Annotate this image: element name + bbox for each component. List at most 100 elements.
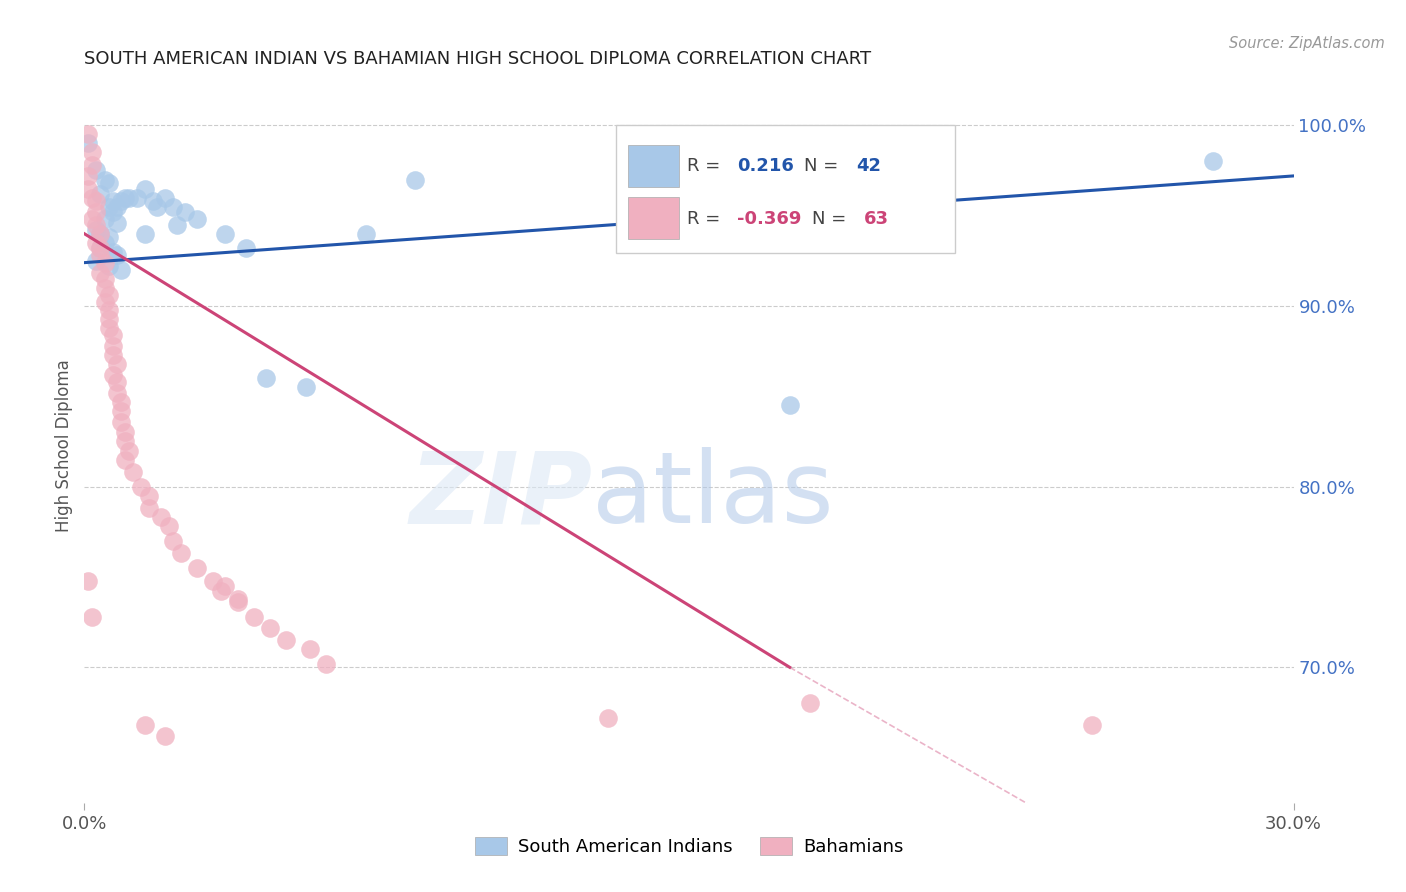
Point xyxy=(299,642,322,657)
Point xyxy=(101,348,124,362)
Point xyxy=(86,253,108,268)
Point xyxy=(254,371,277,385)
Point xyxy=(97,288,120,302)
FancyBboxPatch shape xyxy=(616,125,955,253)
Point xyxy=(105,375,128,389)
Text: atlas: atlas xyxy=(592,448,834,544)
Point xyxy=(209,584,232,599)
Point xyxy=(129,480,152,494)
Point xyxy=(138,501,160,516)
Point xyxy=(153,729,176,743)
Y-axis label: High School Diploma: High School Diploma xyxy=(55,359,73,533)
Point xyxy=(356,227,378,241)
Point xyxy=(77,574,100,588)
Point xyxy=(226,595,249,609)
Point xyxy=(89,227,111,241)
Point xyxy=(142,194,165,209)
Point xyxy=(118,443,141,458)
Point xyxy=(166,218,188,232)
Point xyxy=(82,609,104,624)
Point xyxy=(86,194,108,209)
Text: N =: N = xyxy=(813,211,852,228)
Point xyxy=(110,263,132,277)
FancyBboxPatch shape xyxy=(628,145,679,187)
Point xyxy=(77,169,100,183)
Point xyxy=(105,216,128,230)
Point xyxy=(105,248,128,262)
Point xyxy=(799,697,821,711)
Point xyxy=(97,176,120,190)
Point xyxy=(242,609,264,624)
Point xyxy=(134,718,156,732)
Point xyxy=(89,241,111,255)
Point xyxy=(105,385,128,400)
Text: R =: R = xyxy=(686,157,731,175)
Point xyxy=(214,227,236,241)
Point xyxy=(779,398,801,412)
Text: Source: ZipAtlas.com: Source: ZipAtlas.com xyxy=(1229,36,1385,51)
Point xyxy=(259,621,281,635)
Point xyxy=(1202,154,1225,169)
Point xyxy=(86,235,108,250)
Point xyxy=(186,561,208,575)
Point xyxy=(110,404,132,418)
Point xyxy=(138,489,160,503)
Text: N =: N = xyxy=(804,157,844,175)
Point xyxy=(86,223,108,237)
Point xyxy=(89,241,111,255)
Point xyxy=(97,230,120,244)
Point xyxy=(110,194,132,209)
Point xyxy=(174,205,197,219)
Point xyxy=(82,212,104,227)
Point xyxy=(93,212,115,227)
Text: 63: 63 xyxy=(865,211,889,228)
Point xyxy=(153,191,176,205)
Point xyxy=(82,158,104,172)
Point xyxy=(149,510,172,524)
Point xyxy=(125,191,148,205)
Point xyxy=(202,574,225,588)
Point xyxy=(86,218,108,232)
Point xyxy=(146,200,169,214)
Point xyxy=(97,200,120,214)
Point xyxy=(274,633,297,648)
Text: 0.216: 0.216 xyxy=(737,157,794,175)
Point xyxy=(93,281,115,295)
Point xyxy=(101,339,124,353)
Point xyxy=(114,452,136,467)
Text: -0.369: -0.369 xyxy=(737,211,801,228)
Point xyxy=(93,255,115,269)
Point xyxy=(162,200,184,214)
Point xyxy=(89,227,111,241)
Point xyxy=(118,191,141,205)
Point xyxy=(114,425,136,440)
Legend: South American Indians, Bahamians: South American Indians, Bahamians xyxy=(465,829,912,865)
Point xyxy=(77,128,100,142)
Point xyxy=(157,519,180,533)
Point xyxy=(105,357,128,371)
Point xyxy=(114,434,136,449)
Point xyxy=(89,248,111,262)
Point xyxy=(101,205,124,219)
Point xyxy=(89,186,111,201)
Point xyxy=(101,327,124,342)
Point xyxy=(214,579,236,593)
Point xyxy=(89,267,111,281)
Text: R =: R = xyxy=(686,211,731,228)
Point xyxy=(93,235,115,250)
Point xyxy=(97,302,120,317)
Point xyxy=(97,259,120,273)
Point xyxy=(105,200,128,214)
Point xyxy=(315,657,337,671)
Point xyxy=(170,547,193,561)
Text: 42: 42 xyxy=(856,157,880,175)
Point xyxy=(226,591,249,606)
Point xyxy=(101,194,124,209)
Point xyxy=(134,181,156,195)
Point xyxy=(1081,718,1104,732)
Point xyxy=(404,172,426,186)
Point xyxy=(186,212,208,227)
Point xyxy=(114,191,136,205)
Point xyxy=(598,711,620,725)
Text: ZIP: ZIP xyxy=(409,448,592,544)
